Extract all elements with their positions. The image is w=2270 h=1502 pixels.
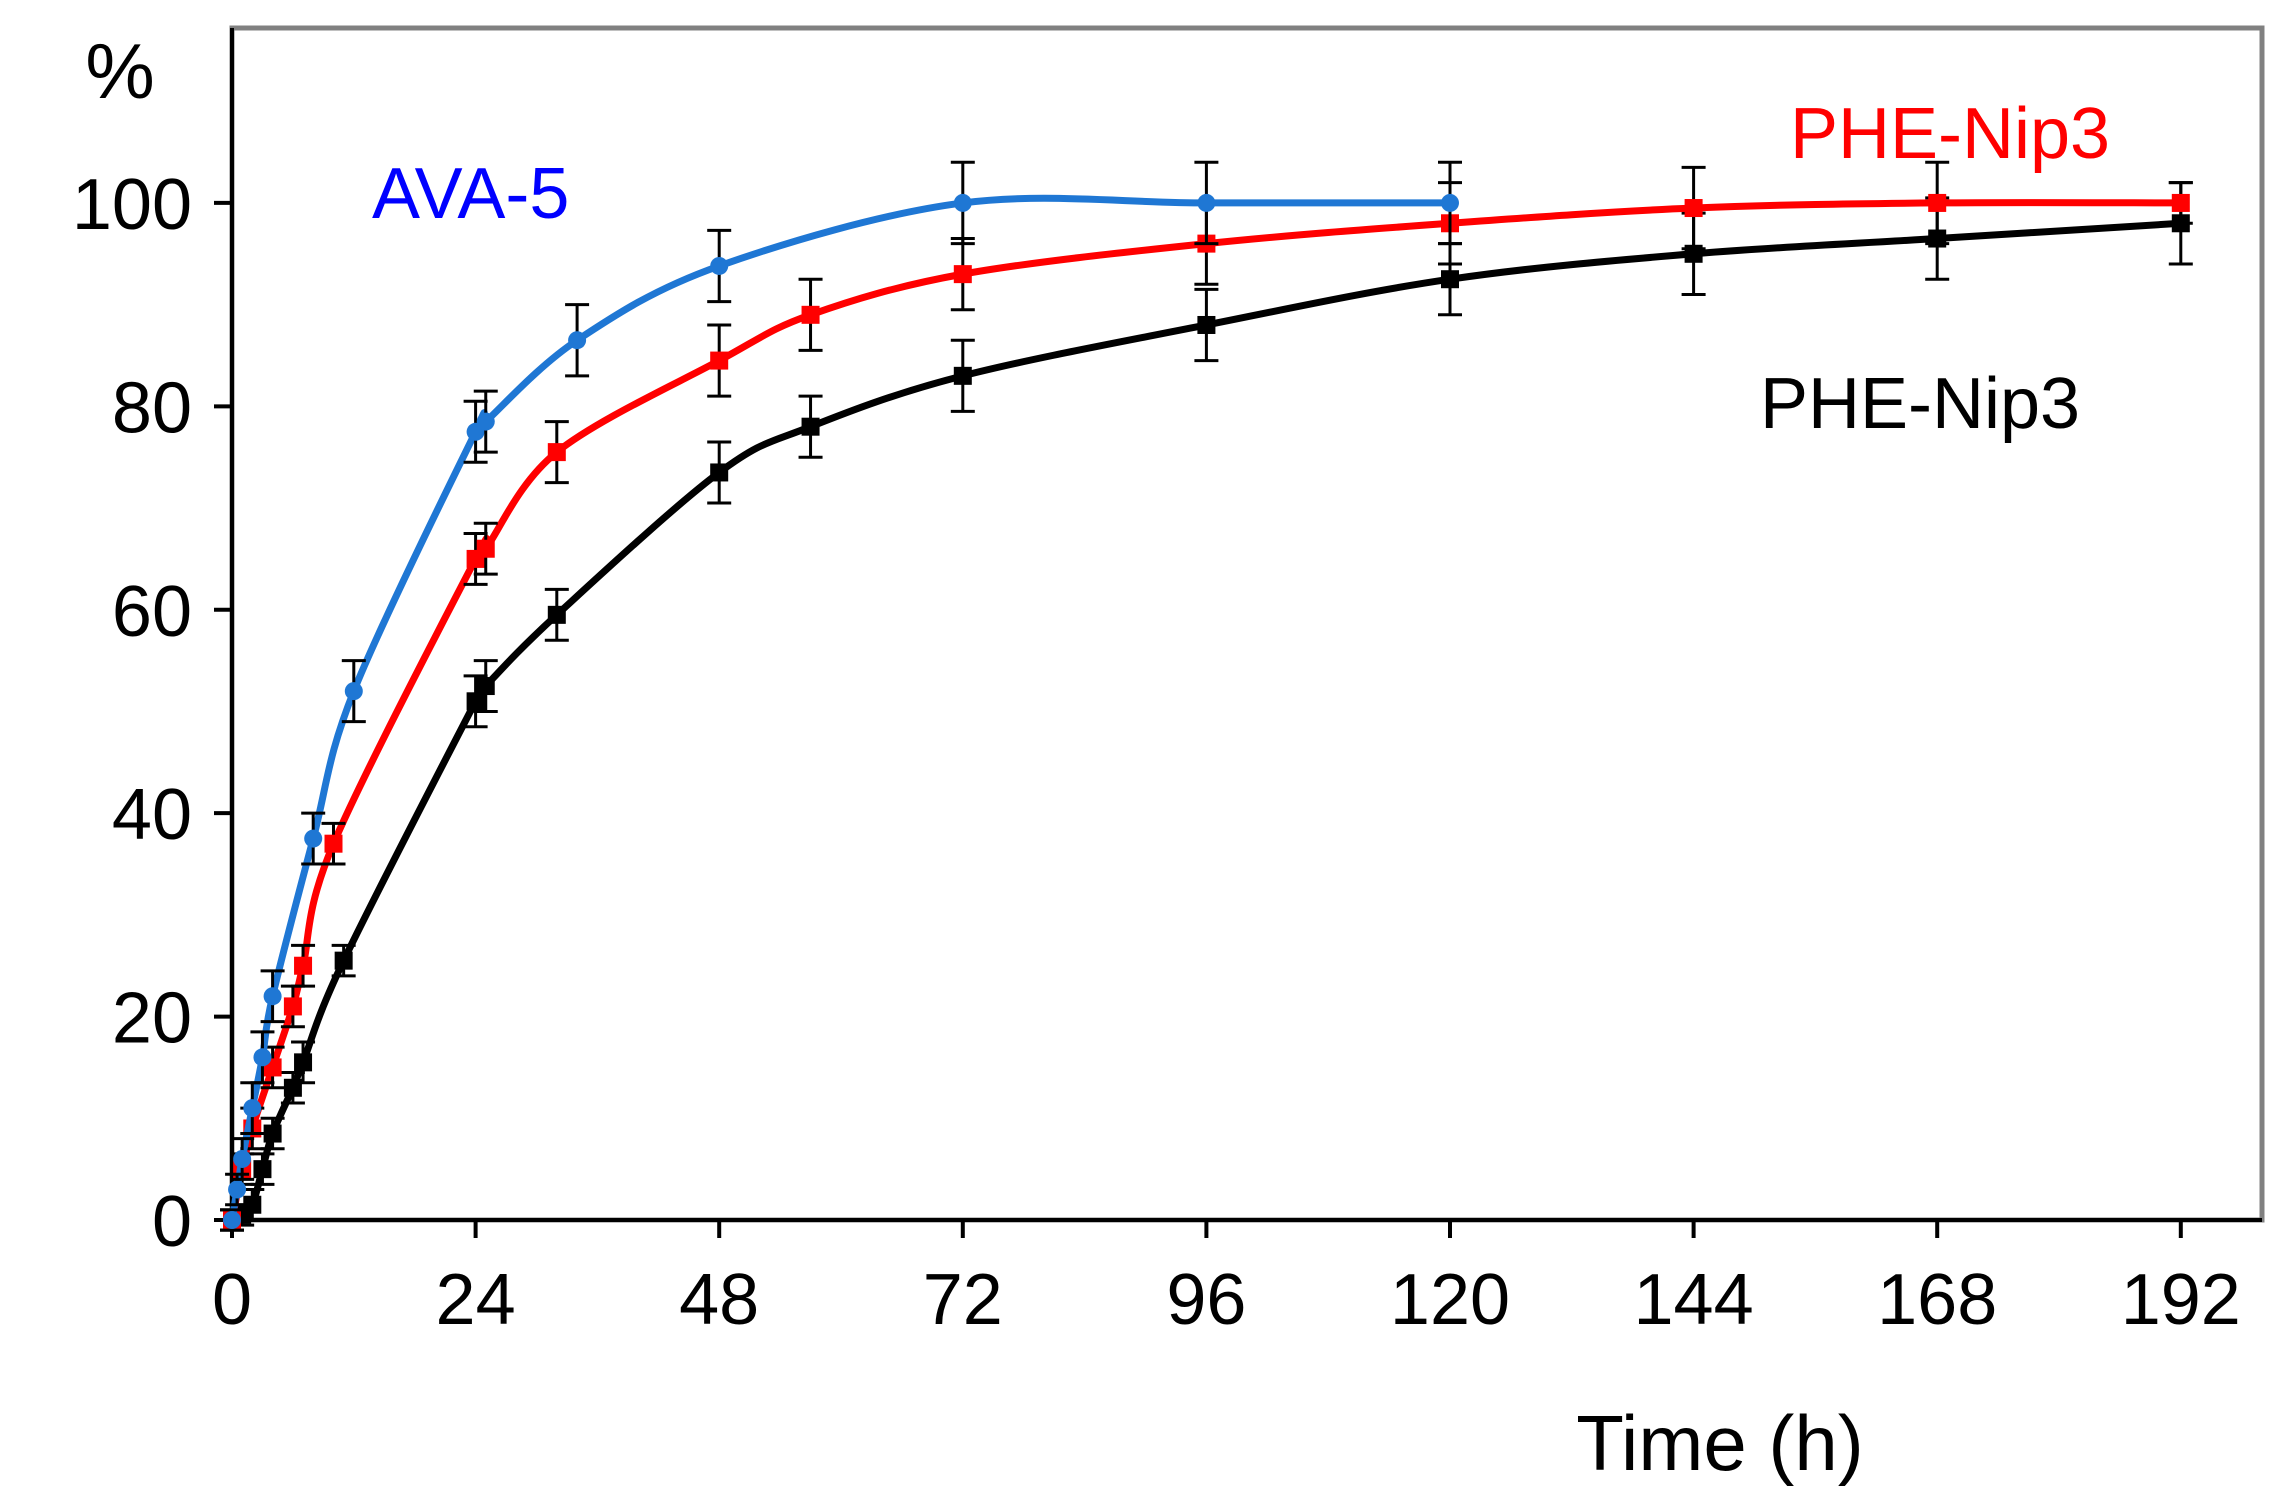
data-point: [1197, 193, 1216, 212]
data-point: [1928, 193, 1947, 212]
data-point: [324, 834, 343, 853]
data-point: [2171, 193, 2190, 212]
data-point: [710, 351, 729, 370]
data-point: [1441, 193, 1459, 212]
data-point: [953, 193, 972, 212]
data-point: [476, 539, 495, 558]
data-point: [547, 605, 566, 624]
series-label-phe-black: PHE-Nip3: [1760, 364, 2080, 444]
data-point: [263, 987, 282, 1006]
data-point: [243, 1195, 262, 1214]
data-point: [801, 305, 820, 324]
data-point: [263, 1124, 282, 1143]
y-tick-label: 20: [112, 979, 192, 1059]
data-point: [334, 951, 353, 970]
x-tick-label: 192: [2121, 1260, 2241, 1340]
data-point: [953, 366, 972, 385]
series-label-phe-red: PHE-Nip3: [1790, 94, 2110, 174]
y-tick-label: 80: [112, 368, 192, 448]
data-point: [253, 1160, 272, 1179]
series-layer: [220, 160, 2193, 1232]
data-point: [1197, 315, 1216, 334]
data-point: [233, 1149, 252, 1168]
x-tick-label: 0: [212, 1260, 252, 1340]
y-axis-title: %: [85, 27, 154, 115]
data-point: [243, 1099, 262, 1118]
y-tick-label: 60: [112, 572, 192, 652]
x-tick-label: 72: [923, 1260, 1003, 1340]
data-point: [466, 692, 485, 711]
x-tick-label: 144: [1634, 1260, 1754, 1340]
data-point: [710, 463, 729, 482]
axis-ticks: 0 20 40 60 80 100 0 24 48 72 96 120 144 168 192: [72, 165, 2241, 1340]
x-tick-label: 48: [679, 1260, 759, 1340]
x-axis-title: Time (h): [1576, 1399, 1863, 1487]
data-point: [1441, 270, 1459, 289]
y-tick-label: 40: [112, 775, 192, 855]
data-point: [476, 412, 495, 431]
series-0: [220, 160, 1462, 1232]
data-point: [801, 417, 820, 436]
data-point: [710, 256, 729, 275]
y-tick-label: 100: [72, 165, 192, 245]
data-point: [253, 1048, 272, 1067]
data-point: [1684, 199, 1703, 218]
y-tick-label: 0: [152, 1182, 192, 1262]
data-point: [953, 265, 972, 284]
x-tick-label: 96: [1166, 1260, 1246, 1340]
series-label-ava5: AVA-5: [372, 154, 569, 234]
data-point: [476, 677, 495, 696]
plot-area: [229, 25, 2265, 1223]
data-point: [294, 956, 313, 975]
data-point: [568, 331, 587, 350]
data-point: [294, 1053, 313, 1072]
x-tick-label: 120: [1390, 1260, 1510, 1340]
data-point: [344, 682, 363, 701]
x-tick-label: 24: [436, 1260, 516, 1340]
data-point: [228, 1180, 247, 1199]
data-point: [304, 829, 323, 848]
data-point: [283, 997, 302, 1016]
data-point: [547, 443, 566, 462]
x-tick-label: 168: [1877, 1260, 1997, 1340]
data-point: [223, 1211, 241, 1229]
